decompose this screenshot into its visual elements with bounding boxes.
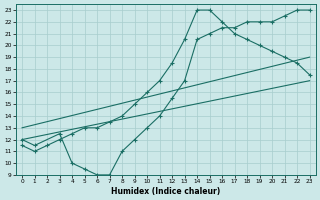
X-axis label: Humidex (Indice chaleur): Humidex (Indice chaleur) (111, 187, 220, 196)
